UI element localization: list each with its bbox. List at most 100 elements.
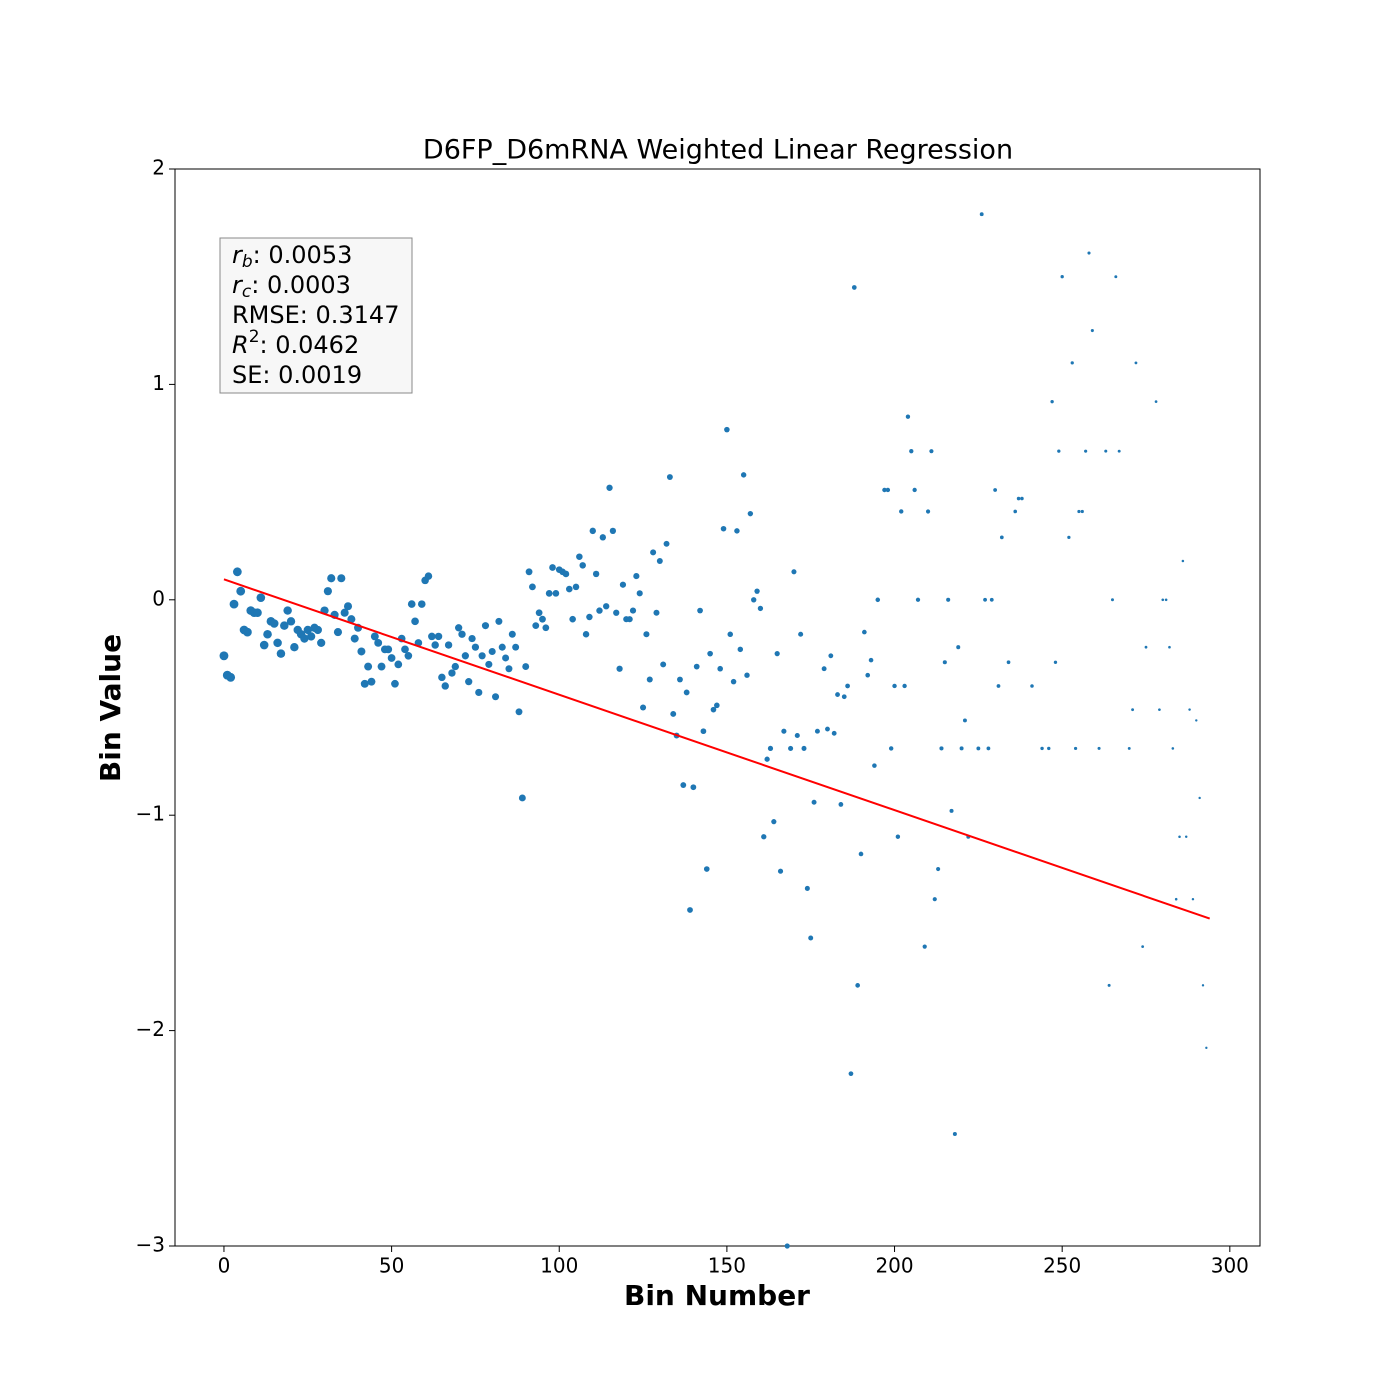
point — [777, 868, 784, 874]
point — [1134, 361, 1138, 365]
point — [666, 474, 673, 480]
point — [670, 711, 677, 717]
y-tick-label: −2 — [136, 1017, 165, 1041]
point — [508, 630, 516, 638]
point — [784, 1243, 790, 1249]
point — [1020, 496, 1024, 501]
point — [845, 683, 850, 689]
point — [875, 597, 881, 603]
point — [1090, 328, 1094, 333]
y-tick-label: 0 — [152, 586, 165, 610]
point — [401, 645, 409, 654]
point — [646, 676, 653, 683]
point — [855, 983, 860, 988]
point — [505, 665, 513, 673]
point — [448, 669, 456, 677]
point — [747, 510, 754, 517]
point — [243, 627, 252, 637]
point — [962, 718, 967, 723]
y-tick-label: 2 — [152, 156, 165, 180]
point — [1171, 747, 1175, 750]
y-tick-label: 1 — [152, 371, 165, 395]
point — [862, 629, 867, 635]
point — [273, 638, 282, 648]
point — [1047, 746, 1051, 751]
point — [313, 625, 322, 635]
point — [1053, 660, 1058, 664]
point — [1110, 598, 1114, 602]
point — [387, 654, 396, 662]
x-tick-label: 100 — [540, 1254, 578, 1278]
point — [693, 663, 700, 670]
annotation: RMSE: 0.3147 — [232, 301, 399, 329]
point — [1087, 251, 1091, 255]
point — [993, 488, 997, 492]
annotation-text: RMSE: 0.3147 — [232, 301, 399, 329]
point — [454, 624, 463, 632]
point — [367, 677, 376, 686]
point — [475, 688, 483, 697]
point — [1184, 835, 1188, 838]
point — [643, 631, 650, 638]
subscript: b — [242, 252, 253, 272]
point — [633, 573, 640, 580]
point — [885, 487, 891, 493]
point — [915, 597, 921, 602]
point — [300, 634, 309, 643]
annotation-text: : 0.0462 — [260, 331, 360, 359]
point — [996, 684, 1001, 688]
point — [481, 622, 490, 630]
annotation: rb: 0.0053 — [232, 241, 352, 272]
symbol: r — [232, 271, 244, 299]
point — [1030, 684, 1034, 688]
point — [663, 540, 670, 547]
point — [710, 706, 717, 713]
point — [697, 607, 703, 614]
point — [407, 600, 416, 608]
y-axis-label: Bin Value — [94, 634, 127, 782]
point — [1114, 275, 1118, 279]
point — [959, 746, 964, 751]
point — [566, 585, 573, 593]
point — [814, 728, 820, 734]
point — [579, 562, 586, 569]
point — [317, 638, 326, 647]
point — [979, 212, 984, 217]
point — [391, 679, 399, 688]
point — [542, 624, 550, 632]
annotation-text: : 0.0003 — [251, 271, 351, 299]
point — [976, 746, 981, 751]
point — [801, 745, 807, 751]
point — [569, 615, 576, 623]
point — [1178, 835, 1181, 839]
point — [616, 665, 623, 672]
point — [838, 802, 844, 807]
point — [1016, 496, 1021, 501]
point — [347, 615, 356, 624]
point — [788, 745, 794, 751]
point — [411, 617, 419, 626]
point — [650, 549, 657, 556]
point — [922, 944, 927, 949]
point — [1057, 449, 1061, 453]
chart-title: D6FP_D6mRNA Weighted Linear Regression — [423, 135, 1013, 166]
point — [707, 650, 713, 657]
point — [932, 897, 937, 902]
point — [1097, 746, 1101, 750]
point — [1070, 361, 1074, 365]
point — [515, 708, 523, 716]
point — [703, 866, 710, 872]
point — [603, 603, 610, 610]
point — [229, 599, 239, 609]
symbol: R — [232, 331, 249, 359]
point — [683, 689, 690, 696]
point — [1181, 559, 1185, 563]
point — [942, 660, 947, 665]
point — [892, 683, 897, 689]
point — [774, 651, 780, 657]
point — [714, 702, 720, 709]
point — [744, 672, 750, 678]
point — [660, 661, 667, 668]
point — [888, 746, 894, 751]
point — [925, 509, 931, 514]
